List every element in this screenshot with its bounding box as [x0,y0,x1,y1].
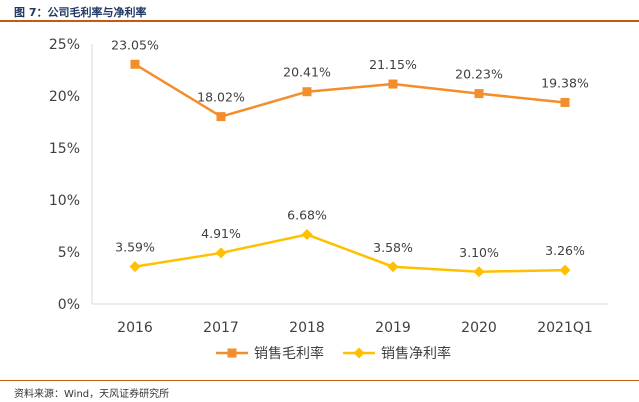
x-tick-label: 2019 [375,320,411,336]
x-tick-label: 2016 [117,320,153,336]
data-point-gross [560,97,570,107]
chart-area: 0% 5% 10% 15% 20% 25% 2016 2017 2018 2019 2020 2021… [0,22,639,374]
data-label: 23.05% [111,37,159,52]
source-note: 资料来源：Wind，天风证券研究所 [14,389,170,400]
x-tick-label: 2020 [461,320,497,336]
figure-header: 图 7：公司毛利率与净利率 [0,0,639,22]
footer-divider [0,380,639,381]
figure-title: 图 7：公司毛利率与净利率 [14,6,147,19]
y-tick-label: 15% [49,141,80,157]
series-line-2 [134,233,566,274]
data-point-gross [474,89,484,99]
data-point-gross [216,112,226,122]
data-label: 21.15% [369,57,417,72]
data-point-gross [302,87,312,97]
data-point-net [129,261,141,273]
legend-label: 销售净利率 [381,345,451,362]
figure-footer: 资料来源：Wind，天风证券研究所 [0,374,639,402]
x-tick-label: 2017 [203,320,239,336]
data-point-net [215,247,227,259]
data-label: 6.68% [287,208,327,223]
y-tick-label: 5% [58,245,80,261]
y-tick-label: 0% [58,297,80,313]
data-label: 3.26% [545,243,585,258]
data-point-gross [130,59,140,69]
y-tick-label: 10% [49,193,80,209]
data-label: 3.10% [459,245,499,260]
data-label: 19.38% [541,75,589,90]
data-point-net [387,261,399,273]
data-point-gross [388,79,398,89]
data-point-net [473,266,485,278]
data-label: 3.59% [115,240,155,255]
y-tick-label: 25% [49,37,80,53]
legend-marker-diamond [353,347,365,359]
data-label: 20.41% [283,65,331,80]
title-divider [0,20,639,22]
data-label: 18.02% [197,90,245,105]
y-tick-label: 20% [49,89,80,105]
data-label: 3.58% [373,240,413,255]
data-point-net [301,229,313,241]
series-line-1 [134,63,566,118]
x-tick-label: 2021Q1 [537,320,593,336]
legend-marker-square [227,348,237,358]
data-label: 20.23% [455,67,503,82]
data-point-net [559,264,571,276]
line-chart: 0% 5% 10% 15% 20% 25% 2016 2017 2018 2019 2020 2021… [49,37,608,362]
legend-label: 销售毛利率 [254,345,324,362]
data-label: 4.91% [201,226,241,241]
x-tick-label: 2018 [289,320,325,336]
